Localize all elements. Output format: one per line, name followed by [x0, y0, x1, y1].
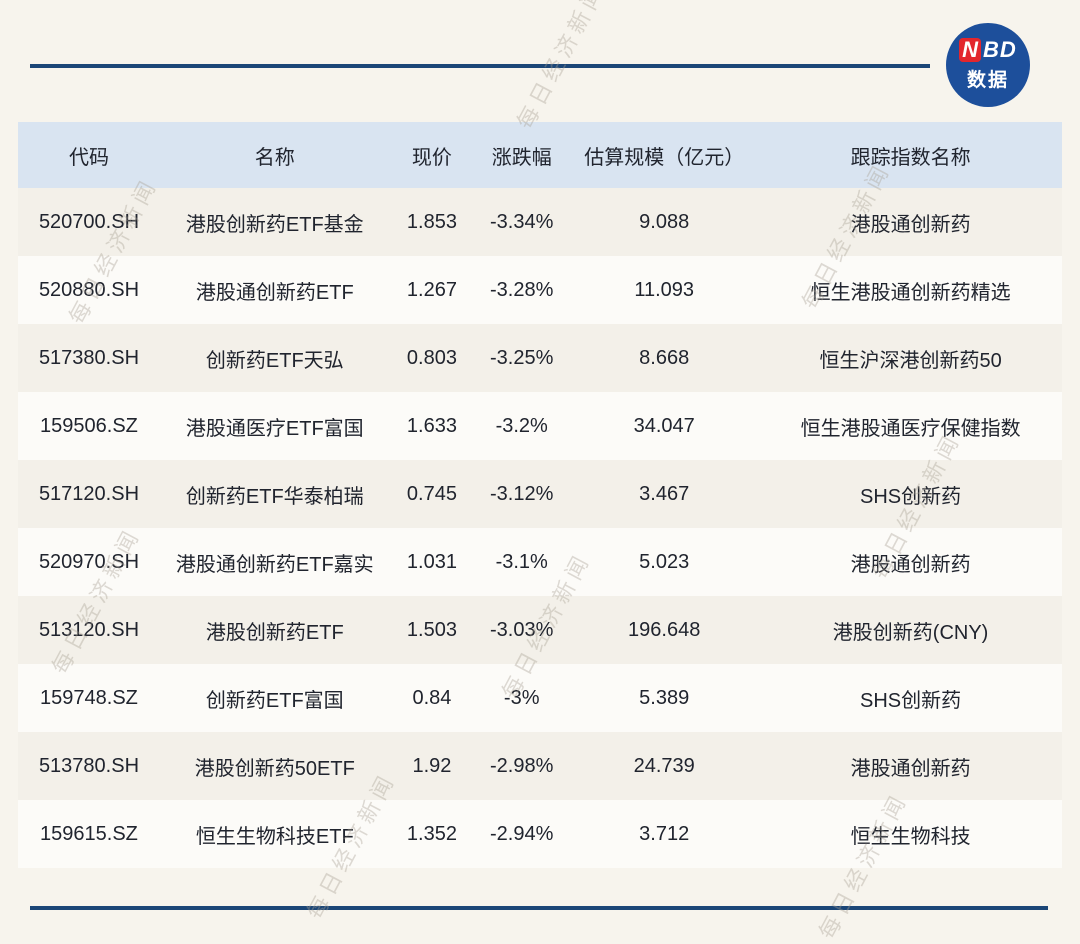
cell-scale: 5.389 [639, 686, 690, 709]
cell-name: 港股创新药ETF [205, 621, 344, 644]
cell-name: 创新药ETF天弘 [205, 349, 344, 372]
cell-price: 1.503 [406, 618, 457, 641]
table-row: 159506.SZ 港股通医疗ETF富国 1.633 -3.2% 34.047 恒生港股通… [18, 392, 1062, 460]
table-row: 520970.SH 港股通创新药ETF嘉实 1.031 -3.1% 5.023 港股通创新… [18, 528, 1062, 596]
nbd-logo-wordmark: N BD [959, 38, 1017, 62]
cell-name: 港股创新药50ETF [194, 757, 355, 780]
cell-code: 520700.SH [38, 210, 140, 233]
cell-scale: 5.023 [639, 550, 690, 573]
cell-code: 513120.SH [38, 618, 140, 641]
bottom-divider [30, 906, 1048, 910]
cell-scale: 8.668 [639, 346, 690, 369]
table-row: 517380.SH 创新药ETF天弘 0.803 -3.25% 8.668 恒生沪深港创新… [18, 324, 1062, 392]
cell-index: 港股创新药(CNY) [832, 621, 989, 644]
cell-change: -3.12% [490, 482, 554, 505]
cell-name: 港股通创新药ETF嘉实 [175, 553, 374, 576]
cell-change: -3.28% [490, 278, 554, 301]
cell-code: 520880.SH [38, 278, 140, 301]
cell-index: 恒生生物科技 [850, 825, 971, 848]
cell-index: 港股通创新药 [850, 553, 971, 576]
cell-change: -2.98% [490, 754, 554, 777]
column-header-change: 涨跌幅 [491, 146, 552, 169]
top-divider [30, 64, 930, 68]
cell-change: -2.94% [490, 822, 554, 845]
cell-code: 520970.SH [38, 550, 140, 573]
cell-name: 创新药ETF富国 [205, 689, 344, 712]
cell-change: -3.2% [495, 414, 548, 437]
table-row: 520880.SH 港股通创新药ETF 1.267 -3.28% 11.093 恒生港股通… [18, 256, 1062, 324]
cell-price: 1.031 [406, 550, 457, 573]
table-row: 159748.SZ 创新药ETF富国 0.84 -3% 5.389 SHS创新药 [18, 664, 1062, 732]
table-header-row: 代码 名称 现价 涨跌幅 估算规模（亿元） 跟踪指数名称 [18, 122, 1062, 188]
nbd-logo-subtitle: 数据 [966, 70, 1009, 91]
cell-change: -3% [503, 686, 540, 709]
nbd-logo: N BD 数据 [946, 23, 1030, 107]
cell-price: 0.803 [406, 346, 457, 369]
cell-change: -3.1% [495, 550, 548, 573]
table-row: 513780.SH 港股创新药50ETF 1.92 -2.98% 24.739 港股通创新… [18, 732, 1062, 800]
cell-scale: 196.648 [628, 618, 701, 641]
cell-price: 1.352 [406, 822, 457, 845]
nbd-logo-letter-n: N [959, 38, 982, 62]
cell-code: 159615.SZ [40, 822, 138, 845]
column-header-code: 代码 [68, 146, 109, 169]
table-row: 513120.SH 港股创新药ETF 1.503 -3.03% 196.648 港股创新药… [18, 596, 1062, 664]
cell-change: -3.34% [490, 210, 554, 233]
cell-index: 恒生港股通医疗保健指数 [800, 417, 1021, 440]
cell-code: 513780.SH [38, 754, 140, 777]
nbd-logo-letters-bd: BD [983, 37, 1017, 62]
cell-price: 1.267 [406, 278, 457, 301]
cell-index: 港股通创新药 [850, 213, 971, 236]
etf-infographic-page: N BD 数据 代码 名称 现价 涨跌幅 估算规模（亿元） 跟踪指数名称 520700.S… [18, 0, 1062, 943]
cell-price: 0.84 [412, 686, 452, 709]
cell-code: 159506.SZ [40, 414, 138, 437]
cell-code: 159748.SZ [40, 686, 138, 709]
cell-index: 恒生沪深港创新药50 [819, 349, 1002, 372]
column-header-scale: 估算规模（亿元） [584, 146, 745, 169]
cell-name: 港股通创新药ETF [195, 281, 354, 304]
cell-index: SHS创新药 [860, 485, 962, 508]
cell-scale: 3.467 [639, 482, 690, 505]
table-body: 520700.SH 港股创新药ETF基金 1.853 -3.34% 9.088 港股通创新… [18, 188, 1062, 868]
table-row: 159615.SZ 恒生生物科技ETF 1.352 -2.94% 3.712 恒生生物科技 [18, 800, 1062, 868]
cell-scale: 3.712 [639, 822, 690, 845]
etf-data-table: 代码 名称 现价 涨跌幅 估算规模（亿元） 跟踪指数名称 520700.SH 港股创新药ET… [18, 122, 1062, 868]
cell-scale: 34.047 [633, 414, 695, 437]
column-header-index: 跟踪指数名称 [850, 146, 971, 169]
cell-index: 港股通创新药 [850, 757, 971, 780]
cell-change: -3.03% [490, 618, 554, 641]
cell-scale: 9.088 [639, 210, 690, 233]
cell-name: 创新药ETF华泰柏瑞 [185, 485, 364, 508]
table-row: 520700.SH 港股创新药ETF基金 1.853 -3.34% 9.088 港股通创新… [18, 188, 1062, 256]
cell-name: 港股创新药ETF基金 [185, 213, 364, 236]
cell-price: 1.853 [406, 210, 457, 233]
cell-price: 1.92 [412, 754, 452, 777]
column-header-name: 名称 [254, 146, 295, 169]
cell-scale: 24.739 [633, 754, 695, 777]
cell-change: -3.25% [490, 346, 554, 369]
cell-price: 0.745 [406, 482, 457, 505]
table-row: 517120.SH 创新药ETF华泰柏瑞 0.745 -3.12% 3.467 SHS创新… [18, 460, 1062, 528]
cell-price: 1.633 [406, 414, 457, 437]
cell-index: 恒生港股通创新药精选 [810, 281, 1011, 304]
cell-name: 港股通医疗ETF富国 [185, 417, 364, 440]
cell-name: 恒生生物科技ETF [195, 825, 354, 848]
column-header-price: 现价 [411, 146, 452, 169]
cell-code: 517120.SH [38, 482, 140, 505]
cell-index: SHS创新药 [860, 689, 962, 712]
cell-code: 517380.SH [38, 346, 140, 369]
cell-scale: 11.093 [634, 278, 695, 301]
